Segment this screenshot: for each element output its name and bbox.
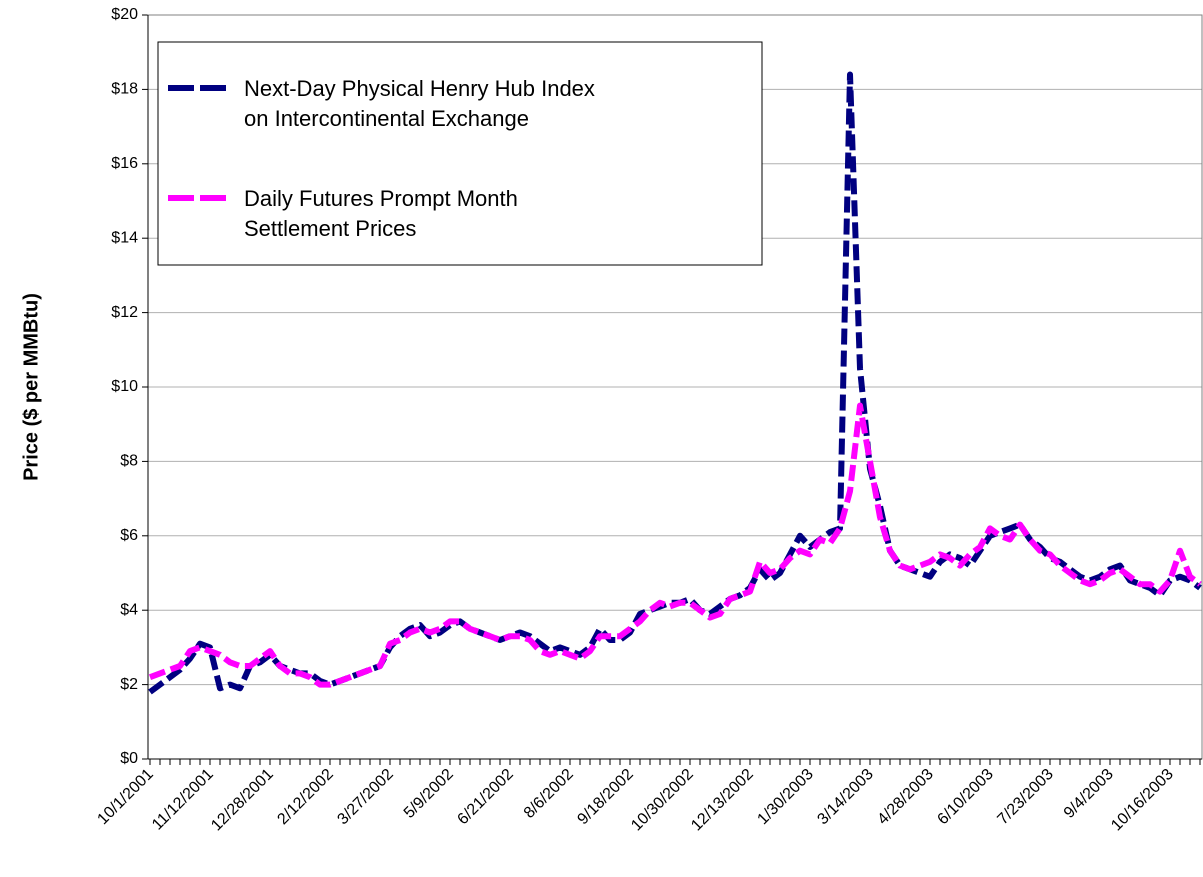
x-tick-label: 2/12/2002 bbox=[274, 766, 336, 828]
y-tick-label: $20 bbox=[111, 6, 138, 23]
x-tick-label: 1/30/2003 bbox=[754, 766, 816, 828]
legend-label: Next-Day Physical Henry Hub Index on Inte… bbox=[244, 76, 595, 131]
x-tick-label: 12/28/2001 bbox=[208, 766, 277, 835]
x-tick-label: 3/14/2003 bbox=[814, 766, 876, 828]
y-axis-label: Price ($ per MMBtu) bbox=[20, 293, 42, 481]
y-tick-label: $4 bbox=[120, 601, 138, 618]
y-tick-label: $10 bbox=[111, 378, 138, 395]
y-tick-label: $0 bbox=[120, 750, 138, 767]
legend-box bbox=[157, 41, 763, 266]
x-tick-label: 4/28/2003 bbox=[874, 766, 936, 828]
series-line bbox=[148, 402, 1202, 688]
y-tick-label: $8 bbox=[120, 453, 138, 470]
y-tick-label: $14 bbox=[111, 229, 138, 246]
x-tick-label: 8/6/2002 bbox=[521, 766, 577, 822]
y-tick-label: $18 bbox=[111, 81, 138, 98]
x-tick-label: 10/1/2001 bbox=[94, 766, 156, 828]
x-tick-label: 10/30/2002 bbox=[628, 766, 697, 835]
x-tick-label: 11/12/2001 bbox=[149, 766, 217, 834]
x-tick-label: 3/27/2002 bbox=[334, 766, 396, 828]
x-tick-label: 10/16/2003 bbox=[1108, 766, 1177, 835]
y-tick-label: $16 bbox=[111, 155, 138, 172]
x-tick-label: 6/21/2002 bbox=[454, 766, 516, 828]
x-tick-label: 12/13/2002 bbox=[688, 766, 757, 835]
x-tick-label: 6/10/2003 bbox=[934, 766, 996, 828]
y-tick-label: $2 bbox=[120, 676, 138, 693]
x-tick-label: 5/9/2002 bbox=[401, 766, 457, 822]
y-tick-label: $6 bbox=[120, 527, 138, 544]
legend: Next-Day Physical Henry Hub Index on Inte… bbox=[157, 41, 763, 266]
x-tick-label: 7/23/2003 bbox=[994, 766, 1056, 828]
legend-label: Daily Futures Prompt Month Settlement Pri… bbox=[244, 186, 518, 241]
y-tick-label: $12 bbox=[111, 304, 138, 321]
x-tick-label: 9/4/2003 bbox=[1061, 766, 1117, 822]
x-tick-label: 9/18/2002 bbox=[574, 766, 636, 828]
